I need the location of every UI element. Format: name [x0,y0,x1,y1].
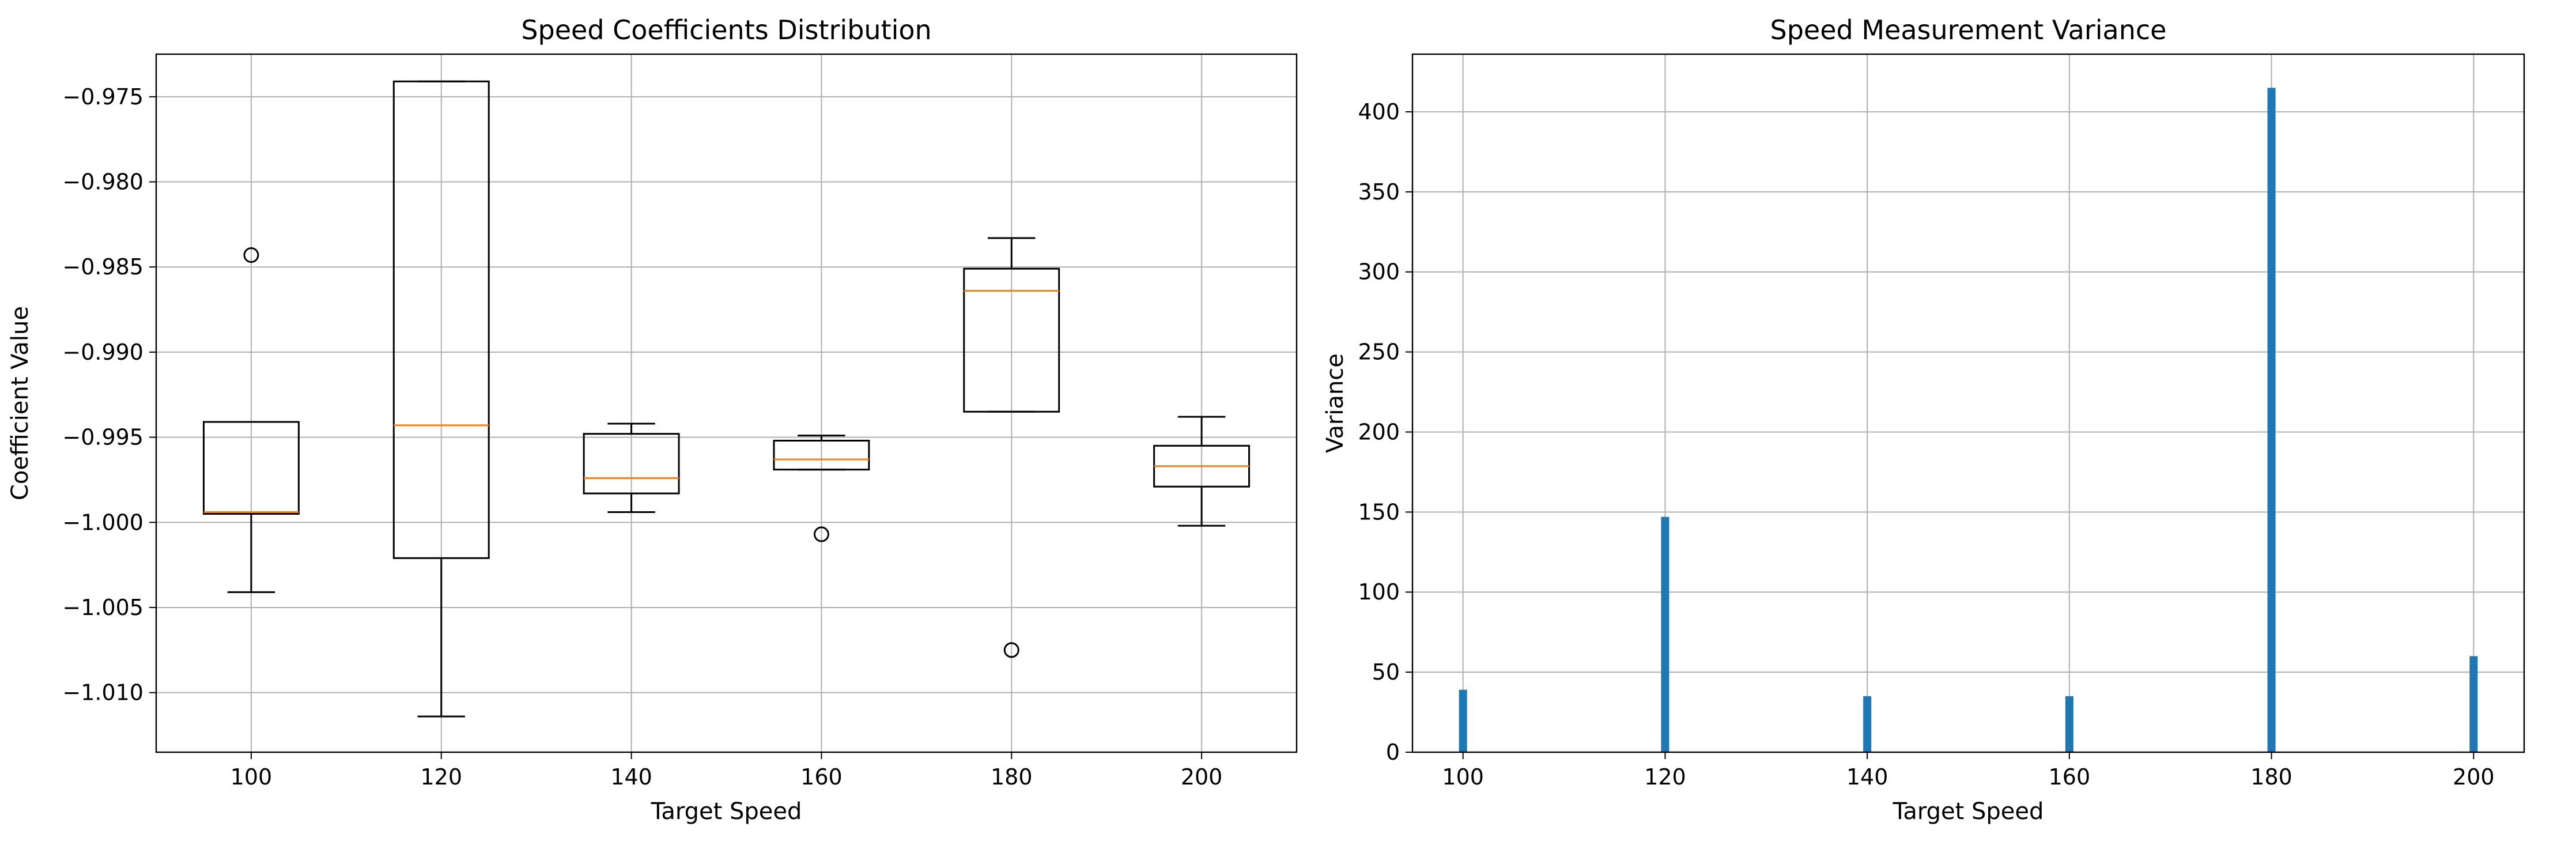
x-tick-label: 140 [1846,764,1888,790]
x-tick-label: 160 [800,764,843,790]
left-x-axis-label: Target Speed [651,798,802,825]
variance-bar [2469,656,2478,752]
right-chart-title: Speed Measurement Variance [1770,14,2167,46]
left-y-axis-label: Coefficient Value [7,306,33,500]
box-iqr [963,267,1060,413]
y-tick-label: −1.010 [62,680,143,706]
y-tick-label: 200 [1358,419,1400,444]
variance-bar [1863,696,1872,752]
y-tick-label: 250 [1358,339,1400,365]
y-tick-label: 350 [1358,179,1400,205]
box-iqr [773,439,870,471]
y-tick-label: −0.985 [62,254,143,280]
x-tick-label: 120 [1644,764,1686,790]
y-tick-label: 0 [1386,740,1400,765]
x-tick-label: 120 [420,764,462,790]
box-iqr [202,421,300,515]
x-tick-label: 180 [2250,764,2292,790]
variance-bar [2065,696,2073,752]
right-y-axis-label: Variance [1322,353,1349,453]
variance-bar-marks [1459,88,2478,752]
right-x-axis-label: Target Speed [1893,798,2044,825]
y-tick-label: 400 [1358,99,1400,125]
right-ticks: 100 120 140 160 180 200 0 50 100 150 200 250 300 350 4… [1358,99,2494,790]
x-tick-label: 180 [991,764,1033,790]
y-tick-label: −0.980 [62,169,143,195]
left-ticks: 100 120 140 160 180 200 −0.975 −0.980 −0.985 −0.9… [62,84,1222,790]
y-tick-label: 50 [1372,659,1400,685]
y-tick-label: 100 [1358,579,1400,605]
variance-bar [1661,516,1670,752]
variance-bar-panel: 100 120 140 160 180 200 0 50 100 150 200 250 300 350 4… [1322,14,2525,825]
left-axes-frame [155,53,1298,753]
box-iqr [392,80,490,559]
x-tick-label: 100 [1442,764,1484,790]
left-grid [156,54,1297,752]
outlier-point [813,526,829,542]
right-grid [1412,54,2524,753]
y-tick-label: −1.005 [62,595,143,620]
right-axes-frame [1411,53,2525,753]
x-tick-label: 160 [2049,764,2091,790]
y-tick-label: 150 [1358,499,1400,525]
x-tick-label: 100 [231,764,273,790]
x-tick-label: 200 [2453,764,2495,790]
y-tick-label: −1.000 [62,510,143,535]
y-tick-label: 300 [1358,259,1400,285]
outlier-point [243,247,259,263]
box-plot-panel: 100 120 140 160 180 200 −0.975 −0.980 −0.985 −0.9… [7,14,1298,825]
variance-bar [2267,88,2276,752]
box-iqr [583,433,680,495]
variance-bar [1459,689,1467,752]
x-tick-label: 140 [610,764,652,790]
y-tick-label: −0.975 [62,84,143,110]
x-tick-label: 200 [1181,764,1223,790]
y-tick-label: −0.990 [62,339,143,365]
outlier-point [1003,642,1019,658]
y-tick-label: −0.995 [62,425,143,450]
left-chart-title: Speed Coefficients Distribution [521,14,931,46]
box-plot-marks [202,80,1251,718]
